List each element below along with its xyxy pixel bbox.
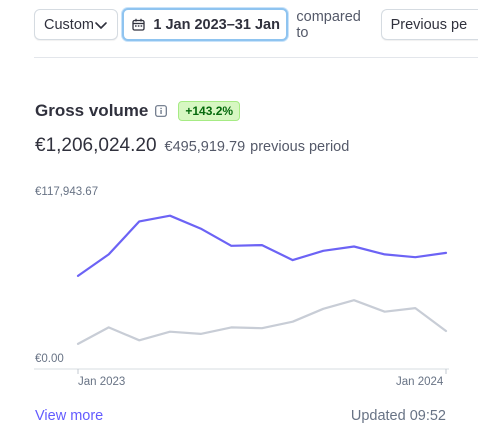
view-more-link[interactable]: View more [35, 408, 104, 424]
range-select-button[interactable]: Custom [34, 9, 119, 40]
chevron-down-icon [94, 18, 108, 32]
current-amount: €1,206,024.20 [35, 135, 157, 156]
previous-amount: €495,919.79 [164, 139, 246, 155]
x-tick-label-start: Jan 2023 [78, 376, 126, 388]
date-range-button[interactable]: 1 Jan 2023–31 Jan [122, 8, 289, 41]
compared-to-label: compared to [296, 8, 361, 41]
compare-period-button[interactable]: Previous pe [380, 9, 478, 40]
current-period-line [76, 214, 448, 277]
compare-period-label: Previous pe [390, 16, 468, 33]
change-badge: +143.2% [178, 101, 241, 121]
y-axis-max-label: €117,943.67 [35, 186, 99, 198]
divider [34, 57, 478, 58]
calendar-icon [132, 18, 146, 31]
date-range-label: 1 Jan 2023–31 Jan [153, 16, 280, 33]
widget-header: Gross volume +143.2% [35, 101, 241, 121]
range-select-label: Custom [44, 16, 94, 33]
amount-row: €1,206,024.20 €495,919.79 previous perio… [35, 135, 349, 157]
toolbar: Custom 1 Jan 2023–31 Jan compared to Pre… [34, 8, 478, 41]
info-icon[interactable] [155, 105, 168, 117]
updated-timestamp: Updated 09:52 [350, 408, 446, 424]
previous-period-line [76, 299, 448, 345]
x-tick-label-end: Jan 2024 [396, 376, 444, 388]
y-axis-min-label: €0.00 [35, 353, 64, 365]
previous-period-label: previous period [250, 139, 350, 155]
widget-title: Gross volume [35, 101, 149, 120]
